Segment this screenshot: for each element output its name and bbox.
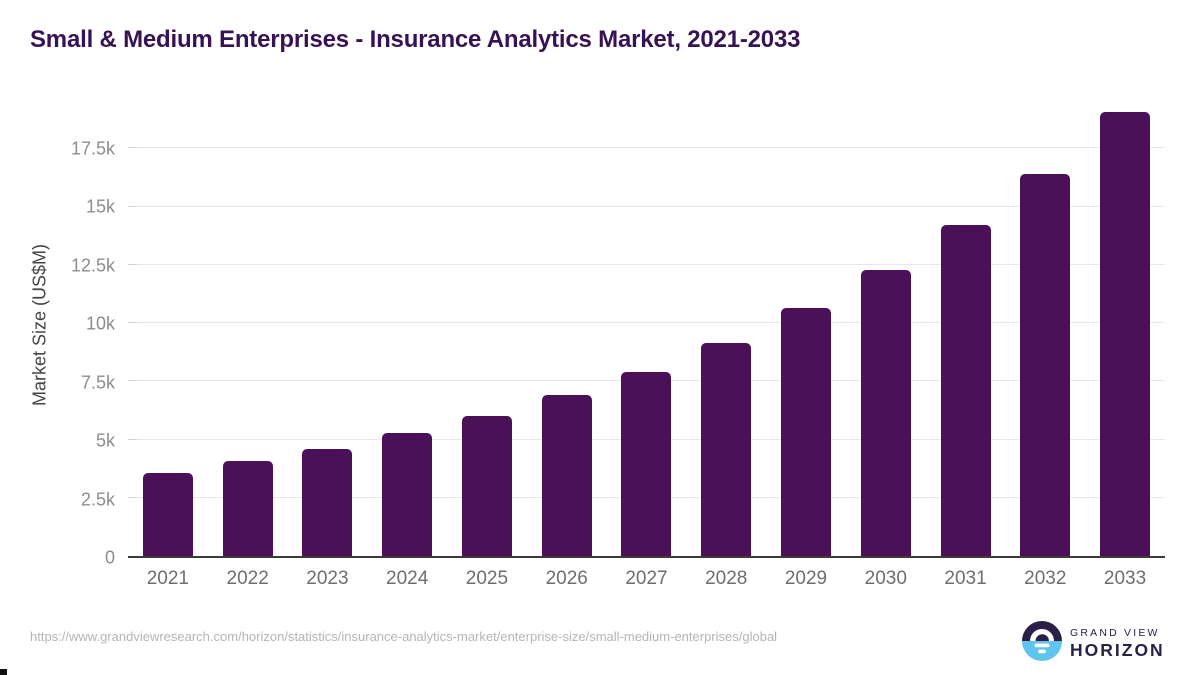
bar-2022[interactable] [222,461,273,556]
bar-slot [527,105,607,556]
plot-area [128,105,1165,558]
bar-slot [1005,105,1085,556]
horizon-sun-icon [1022,621,1062,666]
source-url: https://www.grandviewresearch.com/horizo… [30,629,778,644]
chart-title: Small & Medium Enterprises - Insurance A… [30,26,801,53]
y-tick-label: 2.5k [80,489,115,510]
corner-mark [0,669,7,675]
bar-slot [607,105,687,556]
gridline [128,147,1165,149]
gridline [128,322,1165,324]
bar-2025[interactable] [461,415,512,556]
bar-slot [766,105,846,556]
bars-container [128,105,1165,556]
y-tick-label: 7.5k [80,372,115,393]
bar-slot [447,105,527,556]
x-tick-label: 2033 [1103,568,1147,589]
y-tick-label: 10k [85,313,115,334]
bar-slot [128,105,208,556]
x-tick-label: 2023 [306,568,349,589]
bar-2027[interactable] [621,371,672,556]
y-tick-label: 15k [85,196,115,217]
y-tick-label: 17.5k [70,138,115,159]
bar-slot [926,105,1006,556]
y-axis-tick-labels: 0 2.5k 5k 7.5k 10k 12.5k 15k 17.5k [0,105,115,567]
bar-2033[interactable] [1100,112,1151,556]
brand-name-top: GRAND VIEW [1070,627,1160,639]
bar-2031[interactable] [940,225,991,556]
x-tick-label: 2026 [545,568,588,589]
x-tick-label: 2024 [386,568,429,589]
gridline [128,263,1165,265]
bar-2032[interactable] [1020,173,1071,556]
x-tick-label: 2027 [625,568,668,589]
bar-2024[interactable] [382,433,433,556]
x-tick-label: 2032 [1024,568,1067,589]
bar-2026[interactable] [541,394,592,556]
bar-2028[interactable] [701,342,752,556]
x-tick-label: 2022 [226,568,269,589]
y-tick-label: 0 [104,547,115,568]
y-tick-label: 5k [95,430,115,451]
bar-slot [208,105,288,556]
brand-logo: GRAND VIEW HORIZON [1022,621,1165,666]
x-tick-label: 2029 [784,568,828,589]
x-axis-tick-labels: 2021 2022 2023 2024 2025 2026 2027 2028 2029 2030… [128,568,1165,590]
bar-slot [686,105,766,556]
bar-2029[interactable] [781,308,831,556]
bar-slot [367,105,447,556]
x-tick-label: 2030 [864,568,907,589]
x-tick-label: 2021 [146,568,190,589]
y-tick-label: 12.5k [70,255,115,276]
brand-name-bottom: HORIZON [1070,639,1165,660]
bar-slot [1085,105,1165,556]
bar-slot [846,105,926,556]
x-tick-label: 2028 [705,568,748,589]
gridline [128,205,1165,207]
bar-slot [288,105,368,556]
bar-2021[interactable] [142,472,193,556]
x-tick-label: 2025 [465,568,509,589]
bar-2023[interactable] [302,448,353,556]
bar-2030[interactable] [860,269,911,556]
brand-logo-text: GRAND VIEW HORIZON [1070,628,1165,659]
x-tick-label: 2031 [944,568,987,589]
